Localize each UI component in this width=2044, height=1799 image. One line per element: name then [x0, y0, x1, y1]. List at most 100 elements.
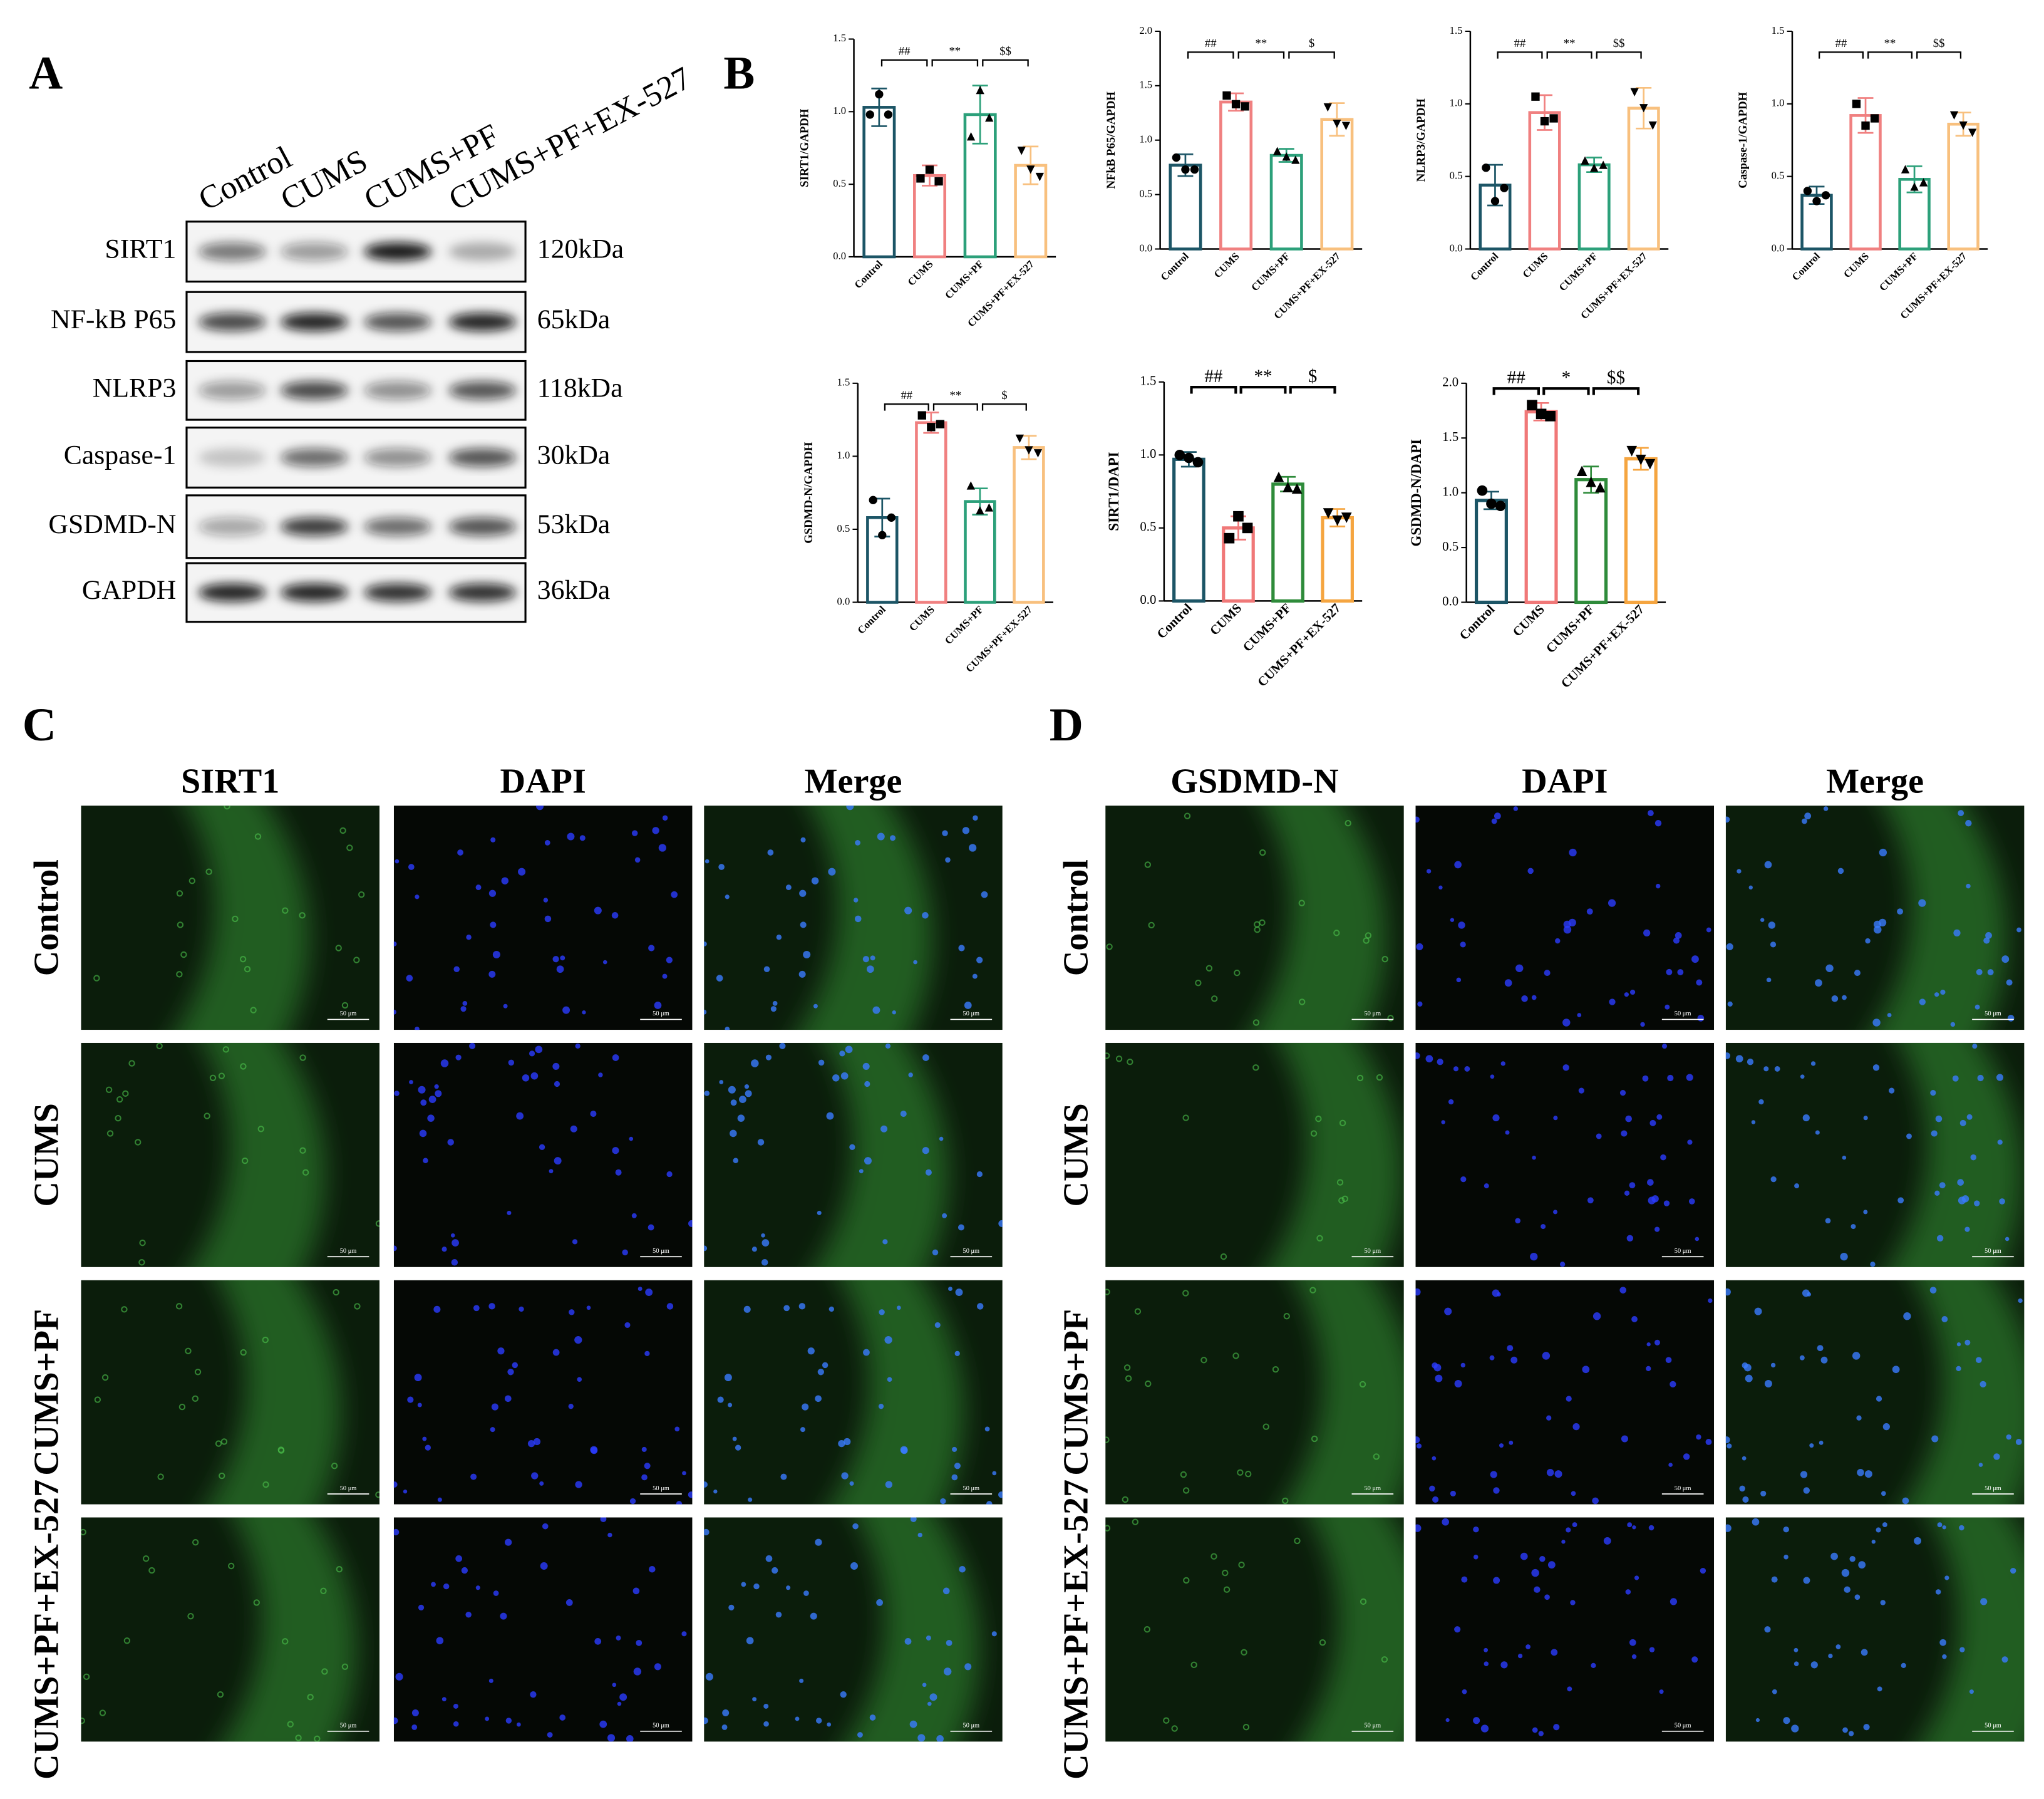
bar: [1627, 106, 1660, 251]
nucleus: [976, 957, 983, 963]
nucleus: [1807, 1292, 1812, 1297]
nucleus: [1517, 1653, 1523, 1659]
nucleus: [846, 806, 854, 811]
cell: [1132, 1518, 1139, 1525]
cell: [1311, 1435, 1318, 1443]
nucleus: [1696, 1434, 1701, 1440]
blot-band: [280, 517, 349, 536]
scale-bar-label: 50 μm: [340, 1010, 357, 1017]
nucleus: [1760, 1490, 1767, 1496]
nucleus: [1513, 806, 1519, 811]
nucleus: [1499, 1443, 1504, 1448]
scale-bar-label: 50 μm: [1985, 1248, 2001, 1255]
error-bar: [972, 85, 988, 145]
nucleus: [1435, 1374, 1443, 1382]
cell: [192, 1395, 199, 1402]
significance-bracket: [1867, 51, 1913, 59]
nucleus: [607, 1734, 616, 1742]
nucleus: [882, 1239, 888, 1245]
nucleus: [1950, 1022, 1956, 1027]
significance-bracket: [1819, 51, 1864, 59]
y-axis-label: GSDMD-N/GAPDH: [802, 442, 815, 544]
nucleus: [436, 1637, 444, 1645]
micrograph: 50 μm: [1725, 1517, 2025, 1742]
nucleus: [1551, 1649, 1558, 1656]
nucleus: [724, 1374, 732, 1382]
nucleus: [972, 973, 978, 979]
blot-band: [198, 517, 266, 536]
nucleus: [984, 1426, 990, 1432]
nucleus: [469, 1042, 476, 1049]
data-point: [1341, 122, 1351, 130]
row-label: CUMS: [27, 1103, 66, 1206]
y-tick-label: 2.0: [1442, 375, 1458, 390]
nucleus: [1882, 1423, 1890, 1431]
nucleus: [753, 1583, 760, 1590]
nucleus: [765, 1054, 772, 1060]
data-point: [1323, 508, 1334, 519]
data-point: [1803, 187, 1812, 195]
nucleus: [434, 1084, 439, 1089]
nucleus: [779, 1042, 786, 1049]
nucleus: [929, 1693, 937, 1701]
significance-label: ##: [1205, 37, 1217, 50]
nucleus: [1603, 1537, 1611, 1545]
nucleus: [1578, 1087, 1584, 1094]
nucleus: [1621, 1130, 1628, 1137]
data-point: [1482, 163, 1490, 172]
tissue-haze: [81, 806, 379, 1030]
data-point: [1536, 408, 1547, 420]
nucleus: [1848, 1731, 1854, 1736]
significance-bracket: [1916, 51, 1962, 59]
nucleus: [450, 1233, 455, 1238]
nucleus: [1727, 1001, 1733, 1007]
nucleus: [497, 1347, 505, 1355]
nucleus: [633, 1667, 642, 1676]
nucleus: [969, 844, 977, 852]
y-tick-label: 1.5: [1442, 429, 1458, 444]
tissue-haze: [1725, 1517, 2025, 1742]
cell: [320, 1587, 327, 1595]
data-point: [1599, 160, 1608, 169]
y-tick-label: 1.0: [837, 449, 850, 461]
nucleus: [674, 1426, 680, 1432]
nucleus: [828, 868, 836, 876]
nucleus: [803, 950, 811, 958]
cell: [1241, 1649, 1247, 1656]
nucleus: [1659, 1689, 1664, 1694]
nucleus: [393, 1717, 398, 1724]
cell: [122, 1090, 129, 1097]
nucleus: [1770, 941, 1777, 948]
nucleus: [492, 950, 500, 958]
nucleus: [1646, 1342, 1651, 1347]
cell: [1183, 1577, 1190, 1584]
nucleus: [1810, 1061, 1816, 1066]
nucleus: [1648, 810, 1654, 816]
nucleus: [508, 1059, 515, 1066]
nucleus: [547, 1732, 553, 1738]
data-point: [1594, 482, 1606, 493]
nucleus: [1670, 1598, 1678, 1605]
nucleus: [447, 1139, 454, 1146]
nucleus: [1879, 848, 1887, 857]
nucleus: [1997, 1139, 2003, 1145]
data-point: [1500, 184, 1509, 192]
nucleus: [1964, 1339, 1971, 1345]
scale-bar-label: 50 μm: [1985, 1010, 2001, 1017]
nucleus: [457, 849, 463, 856]
y-tick-label: 1.0: [1442, 484, 1458, 499]
nucleus: [1432, 1496, 1439, 1503]
cell: [1184, 812, 1191, 819]
nucleus: [1725, 1288, 1731, 1296]
nucleus: [2015, 1439, 2022, 1445]
data-point: [884, 110, 893, 119]
cell: [1144, 861, 1152, 868]
nucleus: [535, 1045, 543, 1054]
blot-band: [198, 242, 266, 261]
nucleus: [1831, 995, 1839, 1002]
data-point: [1192, 457, 1204, 468]
nucleus: [590, 1111, 597, 1117]
row-label: CUMS: [1056, 1103, 1095, 1206]
nucleus: [1800, 1074, 1805, 1079]
nucleus: [501, 877, 509, 884]
